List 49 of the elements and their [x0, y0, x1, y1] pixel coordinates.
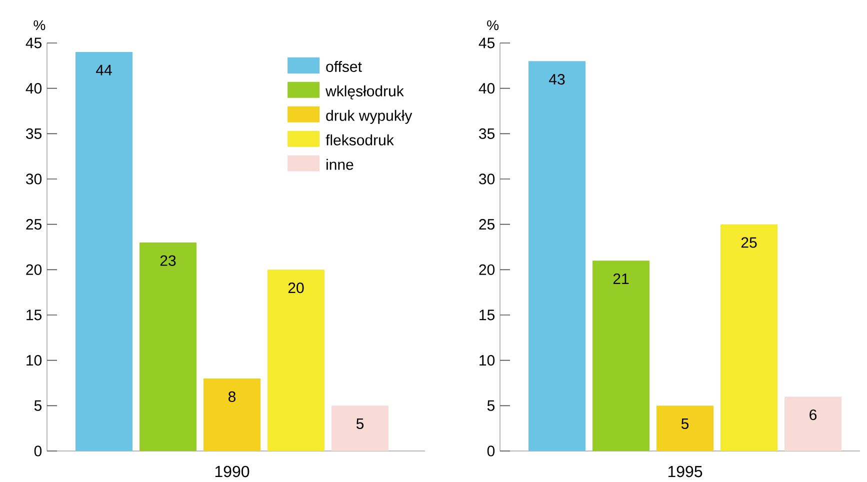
- legend-label: inne: [326, 158, 354, 170]
- y-axis-title: %: [487, 20, 499, 30]
- y-tick-label: 0: [487, 446, 495, 456]
- bar: [140, 242, 197, 452]
- y-tick-label: 45: [478, 38, 495, 48]
- bar: [76, 52, 133, 452]
- y-tick-label: 5: [487, 400, 495, 411]
- bar: [332, 406, 389, 452]
- bar: [528, 61, 586, 452]
- y-tick-label: 40: [478, 83, 495, 94]
- bar: [784, 396, 842, 452]
- y-tick-label: 20: [479, 264, 495, 276]
- data-label: 44: [96, 64, 112, 76]
- y-tick-label: 40: [26, 83, 42, 94]
- y-tick-label: 20: [26, 264, 42, 276]
- y-tick-label: 0: [34, 446, 42, 456]
- y-tick-label: 35: [479, 128, 495, 140]
- y-tick-label: 15: [480, 310, 495, 320]
- y-tick-label: 25: [26, 219, 42, 230]
- data-label: 20: [288, 282, 304, 294]
- y-tick-label: 10: [480, 355, 495, 366]
- data-label: 21: [613, 274, 629, 284]
- y-tick-label: 10: [26, 355, 42, 366]
- bar: [656, 406, 714, 452]
- y-tick-label: 30: [479, 174, 495, 184]
- y-tick-label: 15: [26, 310, 42, 320]
- bar: [204, 378, 261, 452]
- data-label: 5: [356, 418, 364, 430]
- legend-label: fleksodruk: [326, 134, 394, 146]
- y-tick-label: 35: [26, 128, 42, 140]
- y-axis-title: %: [34, 20, 46, 30]
- legend-label: druk wypukły: [326, 110, 412, 124]
- y-tick-label: 45: [26, 38, 42, 48]
- legend-label: offset: [326, 61, 362, 72]
- data-label: 25: [741, 237, 757, 248]
- y-tick-label: 25: [479, 219, 495, 230]
- legend-label: wklęsłodruk: [326, 85, 404, 100]
- data-label: 8: [228, 391, 236, 402]
- data-label: 6: [810, 410, 817, 420]
- data-label: 23: [160, 255, 176, 266]
- bar: [720, 224, 778, 452]
- bar: [268, 270, 325, 452]
- data-label: 43: [549, 74, 565, 85]
- y-tick-label: 5: [34, 400, 42, 411]
- y-tick-label: 30: [26, 174, 42, 184]
- data-label: 5: [681, 418, 689, 430]
- x-tick-label: 1995: [668, 466, 702, 478]
- x-tick-label: 1990: [215, 466, 250, 478]
- bar: [592, 260, 650, 452]
